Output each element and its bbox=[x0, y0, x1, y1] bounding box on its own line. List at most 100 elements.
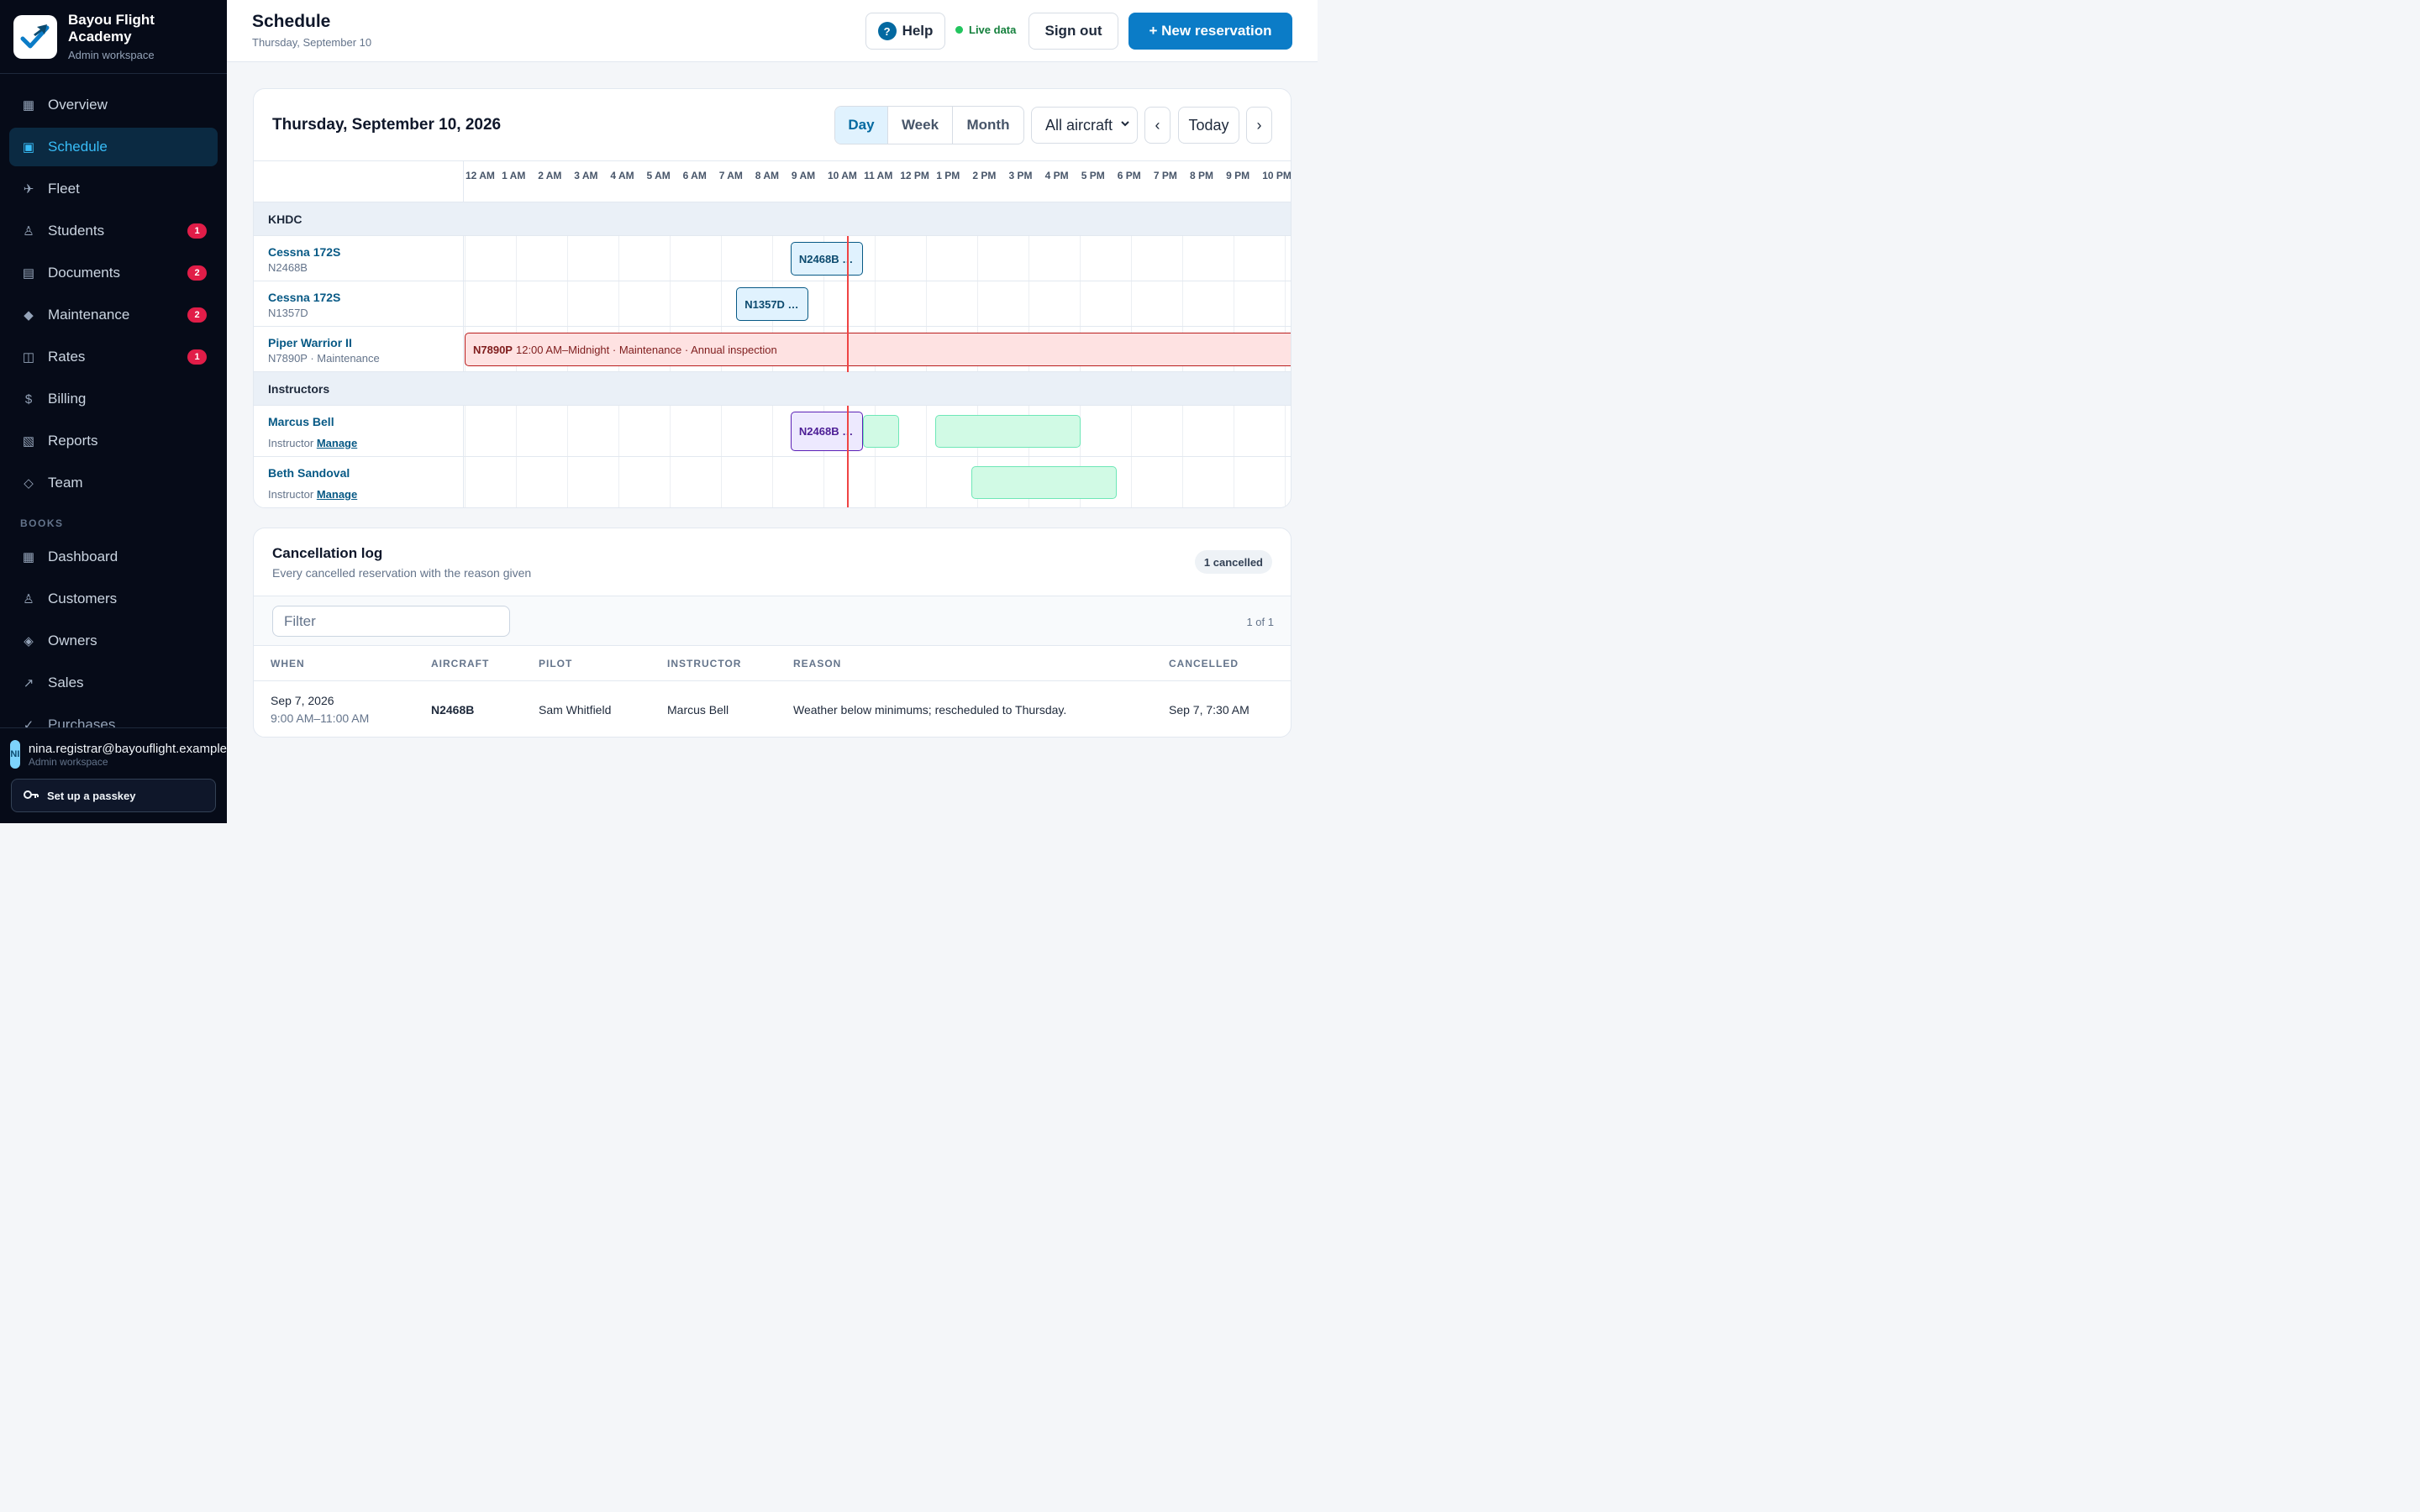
resource-name-link[interactable]: Piper Warrior II bbox=[268, 336, 352, 349]
help-button[interactable]: ? Help bbox=[865, 13, 945, 50]
view-week-button[interactable]: Week bbox=[888, 107, 953, 144]
resource-sub: N1357D bbox=[268, 307, 463, 319]
sidebar-item-students[interactable]: ♙ Students 1 bbox=[9, 212, 218, 250]
column-instructor[interactable]: INSTRUCTOR bbox=[667, 658, 742, 669]
sidebar-item-rates[interactable]: ◫ Rates 1 bbox=[9, 338, 218, 376]
live-label: Live data bbox=[969, 24, 1017, 36]
hour-label: 12 PM bbox=[900, 170, 929, 181]
timeline-header: 12 AM 1 AM 2 AM 3 AM 4 AM 5 AM 6 AM 7 AM 8 AM 9 A… bbox=[254, 160, 1292, 203]
sign-out-button[interactable]: Sign out bbox=[1028, 13, 1118, 50]
column-pilot[interactable]: PILOT bbox=[539, 658, 573, 669]
page-title: Schedule bbox=[252, 12, 331, 31]
sidebar-item-schedule[interactable]: ▣ Schedule bbox=[9, 128, 218, 166]
sidebar-item-label: Owners bbox=[48, 633, 97, 648]
owners-icon: ◈ bbox=[24, 634, 34, 648]
grid-line bbox=[465, 281, 466, 326]
hour-label: 11 AM bbox=[864, 170, 893, 181]
resource-name-link[interactable]: Cessna 172S bbox=[268, 291, 341, 304]
cancelled-count-badge: 1 cancelled bbox=[1194, 550, 1272, 574]
hour-label: 9 AM bbox=[791, 170, 816, 181]
books-section-label: BOOKS bbox=[20, 517, 64, 529]
hour-label: 5 AM bbox=[646, 170, 671, 181]
view-day-button[interactable]: Day bbox=[835, 107, 888, 144]
count-badge: 1 bbox=[187, 349, 207, 365]
grid-line bbox=[772, 236, 773, 281]
cancellation-log-card: Cancellation log Every cancelled reserva… bbox=[253, 528, 1292, 738]
cell-reason: Weather below minimums; rescheduled to T… bbox=[793, 703, 1067, 717]
column-reason[interactable]: REASON bbox=[793, 658, 842, 669]
resource-sub: N7890P · Maintenance bbox=[268, 352, 463, 365]
sidebar-item-billing[interactable]: $ Billing bbox=[9, 380, 218, 418]
column-when[interactable]: WHEN bbox=[271, 658, 305, 669]
manage-link[interactable]: Manage bbox=[316, 488, 358, 501]
help-label: Help bbox=[902, 23, 934, 39]
reservation-block[interactable]: N1357D … bbox=[736, 287, 809, 321]
team-icon: ◇ bbox=[24, 476, 34, 491]
reservation-block[interactable] bbox=[935, 415, 1081, 448]
sidebar-item-reports[interactable]: ▧ Reports bbox=[9, 422, 218, 460]
filter-input[interactable] bbox=[272, 606, 510, 637]
sidebar-item-dashboard[interactable]: ▦ Dashboard bbox=[9, 538, 218, 576]
view-switcher: Day Week Month bbox=[834, 106, 1024, 144]
reservation-block[interactable]: N2468B … bbox=[790, 242, 864, 276]
aircraft-filter-select[interactable]: All aircraft bbox=[1031, 107, 1138, 144]
sidebar-item-overview[interactable]: ▦ Overview bbox=[9, 86, 218, 124]
sidebar-item-owners[interactable]: ◈ Owners bbox=[9, 622, 218, 660]
grid-line bbox=[823, 281, 824, 326]
cell-instructor: Marcus Bell bbox=[667, 703, 729, 717]
grid-line bbox=[516, 457, 517, 507]
manage-link[interactable]: Manage bbox=[316, 437, 358, 449]
reservation-block[interactable] bbox=[863, 415, 900, 448]
sidebar-item-documents[interactable]: ▤ Documents 2 bbox=[9, 254, 218, 292]
sidebar-item-customers[interactable]: ♙ Customers bbox=[9, 580, 218, 618]
current-time-line bbox=[846, 236, 849, 372]
grid-line bbox=[618, 457, 619, 507]
hour-label: 6 PM bbox=[1117, 170, 1141, 181]
grid-line bbox=[926, 281, 927, 326]
grid-line bbox=[465, 406, 466, 456]
user-account[interactable]: NI nina.registrar@bayouflight.example Ad… bbox=[0, 728, 227, 769]
brand[interactable]: Bayou Flight Academy Admin workspace bbox=[0, 0, 227, 74]
wrench-icon: ◆ bbox=[24, 308, 34, 323]
sidebar-item-label: Reports bbox=[48, 433, 98, 449]
resource-sub-text: Instructor bbox=[268, 437, 314, 449]
resource-name-link[interactable]: Marcus Bell bbox=[268, 415, 334, 428]
count-badge: 1 bbox=[187, 223, 207, 239]
hour-label: 10 PM bbox=[1262, 170, 1292, 181]
group-label: Instructors bbox=[268, 382, 330, 396]
sidebar-item-label: Maintenance bbox=[48, 307, 130, 323]
reservation-block[interactable] bbox=[971, 466, 1117, 499]
grid-line bbox=[516, 236, 517, 281]
view-month-button[interactable]: Month bbox=[966, 117, 1010, 133]
user-workspace: Admin workspace bbox=[28, 755, 108, 768]
table-divider bbox=[254, 680, 1291, 681]
grid-line bbox=[721, 281, 722, 326]
books-nav: ▦ Dashboard ♙ Customers ◈ Owners ↗ Sales ✓ Purcha… bbox=[0, 538, 227, 744]
reservation-block[interactable]: N2468B … bbox=[790, 412, 864, 451]
sidebar-item-label: Overview bbox=[48, 97, 108, 113]
grid-line bbox=[926, 236, 927, 281]
reservation-block[interactable]: N7890P 12:00 AM–Midnight · Maintenance · … bbox=[465, 333, 1291, 366]
page-header: Schedule Thursday, September 10 ? Help L… bbox=[227, 0, 1318, 62]
sidebar-item-label: Fleet bbox=[48, 181, 80, 197]
sidebar-item-sales[interactable]: ↗ Sales bbox=[9, 664, 218, 702]
sidebar-item-label: Rates bbox=[48, 349, 86, 365]
grid-line bbox=[1182, 457, 1183, 507]
sidebar-item-team[interactable]: ◇ Team bbox=[9, 464, 218, 502]
column-aircraft[interactable]: AIRCRAFT bbox=[431, 658, 490, 669]
resource-name-link[interactable]: Beth Sandoval bbox=[268, 466, 350, 480]
grid-line bbox=[618, 406, 619, 456]
today-button[interactable]: Today bbox=[1178, 107, 1239, 144]
column-cancelled[interactable]: CANCELLED bbox=[1169, 658, 1239, 669]
sidebar-item-fleet[interactable]: ✈ Fleet bbox=[9, 170, 218, 208]
new-reservation-button[interactable]: + New reservation bbox=[1128, 13, 1292, 50]
grid-line bbox=[1131, 236, 1132, 281]
hour-label: 4 AM bbox=[610, 170, 634, 181]
sidebar-item-maintenance[interactable]: ◆ Maintenance 2 bbox=[9, 296, 218, 334]
resource-name-link[interactable]: Cessna 172S bbox=[268, 245, 341, 259]
next-day-button[interactable]: › bbox=[1246, 107, 1272, 144]
hour-label: 12 AM bbox=[466, 170, 495, 181]
setup-passkey-button[interactable]: Set up a passkey bbox=[11, 779, 216, 812]
resource-label: Cessna 172S N1357D bbox=[254, 281, 464, 326]
previous-day-button[interactable]: ‹ bbox=[1144, 107, 1171, 144]
